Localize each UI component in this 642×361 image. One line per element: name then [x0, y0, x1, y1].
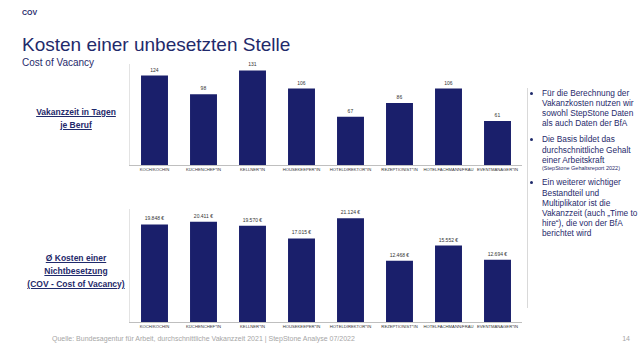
svg-text:HOTELFACHMANN/FRAU: HOTELFACHMANN/FRAU — [423, 167, 473, 172]
svg-text:124: 124 — [150, 67, 159, 73]
svg-text:106: 106 — [297, 80, 306, 86]
svg-text:KOCH/KÖCHIN: KOCH/KÖCHIN — [140, 167, 170, 172]
svg-text:HOTELDIREKTOR*IN: HOTELDIREKTOR*IN — [330, 324, 371, 329]
svg-text:EVENTMANAGER*IN: EVENTMANAGER*IN — [477, 324, 518, 329]
html-text:Ø Kosten einer Nichtbesetzung: Ø Kosten einer Nichtbesetzung (COV - Cos… — [27, 253, 125, 289]
svg-text:15.552 €: 15.552 € — [439, 237, 459, 243]
svg-text:12.694 €: 12.694 € — [488, 251, 508, 257]
svg-text:HOUSEKEEPER*IN: HOUSEKEEPER*IN — [283, 324, 321, 329]
svg-text:12.468 €: 12.468 € — [390, 252, 410, 258]
svg-text:131: 131 — [248, 61, 257, 67]
svg-text:KÜCHENCHEF*IN: KÜCHENCHEF*IN — [186, 324, 221, 329]
html-text:Vakanzzeit in Tagen je Beruf: Vakanzzeit in Tagen je Beruf — [36, 107, 116, 130]
html-text:COV: COV — [22, 9, 38, 16]
html-text:14: 14 — [622, 335, 630, 342]
svg-text:86: 86 — [397, 94, 403, 100]
html-text:Die Basis bildet das durchschn: Die Basis bildet das durchschnittliche G… — [542, 134, 631, 165]
svg-text:KELLNER*IN: KELLNER*IN — [240, 167, 265, 172]
svg-text:HOTELDIREKTOR*IN: HOTELDIREKTOR*IN — [330, 167, 371, 172]
svg-text:REZEPTIONIST*IN: REZEPTIONIST*IN — [381, 324, 417, 329]
svg-text:17.015 €: 17.015 € — [292, 229, 312, 235]
svg-text:KÜCHENCHEF*IN: KÜCHENCHEF*IN — [186, 167, 221, 172]
svg-text:KELLNER*IN: KELLNER*IN — [240, 324, 265, 329]
html-text:Cost of Vacancy: Cost of Vacancy — [22, 57, 95, 68]
svg-text:HOTELFACHMANN/FRAU: HOTELFACHMANN/FRAU — [423, 324, 473, 329]
svg-text:106: 106 — [444, 80, 453, 86]
html-text:Kosten einer unbesetzten Stell: Kosten einer unbesetzten Stelle — [22, 34, 291, 55]
svg-text:67: 67 — [348, 108, 354, 114]
html-text:Quelle: Bundesagentur für Arbe: Quelle: Bundesagentur für Arbeit, durchs… — [52, 335, 355, 342]
svg-text:98: 98 — [201, 85, 207, 91]
svg-text:21.124 €: 21.124 € — [341, 209, 361, 215]
html-text:Für die Berechnung der Vakanzk: Für die Berechnung der Vakanzkosten nutz… — [542, 88, 634, 129]
svg-text:20.411 €: 20.411 € — [194, 213, 213, 219]
html-text:(StepStone Gehaltsreport 2022): (StepStone Gehaltsreport 2022) — [542, 164, 620, 171]
svg-text:REZEPTIONIST*IN: REZEPTIONIST*IN — [381, 167, 417, 172]
html-text:Ein weiterer wichtiger Bestand: Ein weiterer wichtiger Bestandteil und M… — [542, 177, 638, 238]
svg-text:19.570 €: 19.570 € — [243, 217, 263, 223]
svg-text:EVENTMANAGER*IN: EVENTMANAGER*IN — [477, 167, 518, 172]
svg-text:19.848 €: 19.848 € — [145, 215, 165, 221]
svg-text:HOUSEKEEPER*IN: HOUSEKEEPER*IN — [283, 167, 321, 172]
svg-text:61: 61 — [495, 112, 501, 118]
svg-text:KOCH/KÖCHIN: KOCH/KÖCHIN — [140, 324, 170, 329]
